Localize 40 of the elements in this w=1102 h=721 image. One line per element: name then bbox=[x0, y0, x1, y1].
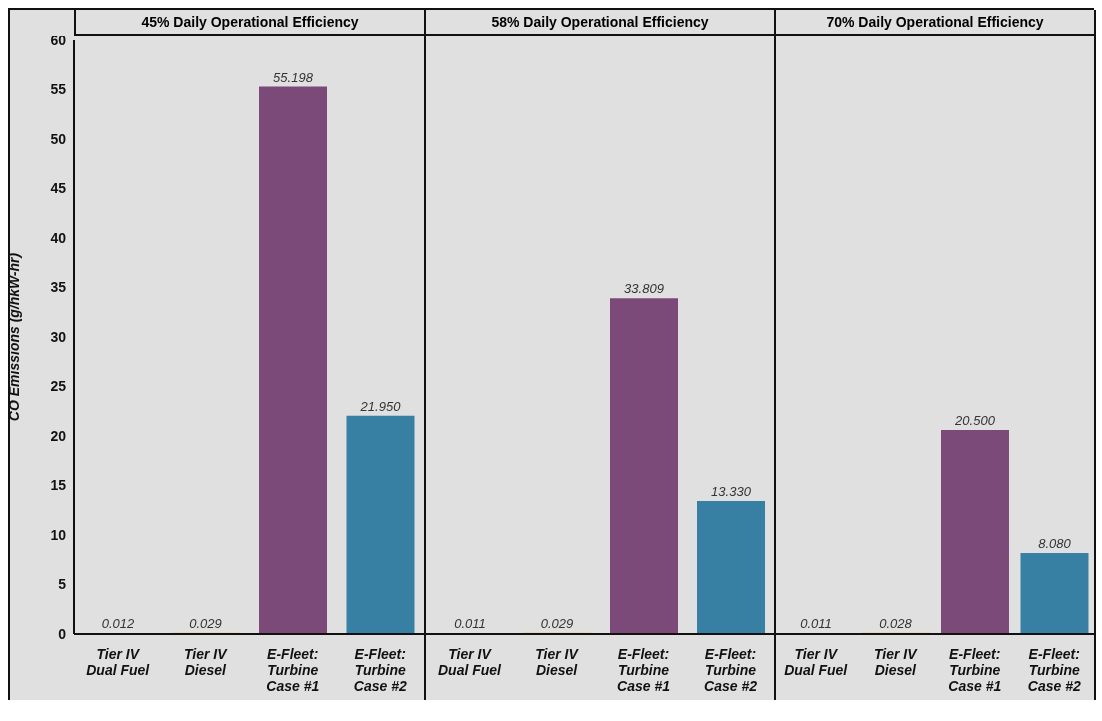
data-label: 13.330 bbox=[711, 484, 752, 500]
data-label: 0.011 bbox=[800, 615, 832, 631]
y-tick-label: 55 bbox=[50, 81, 67, 98]
data-label: 8.080 bbox=[1038, 536, 1072, 552]
y-tick-label: 50 bbox=[50, 130, 67, 147]
y-tick-label: 35 bbox=[50, 279, 67, 296]
chart-title: 70% Daily Operational Efficiency bbox=[776, 10, 1094, 36]
y-tick-label: 5 bbox=[58, 576, 67, 593]
data-label: 21.950 bbox=[359, 398, 402, 414]
chart-title: 45% Daily Operational Efficiency bbox=[74, 10, 424, 36]
x-tick-label: Tier IV Diesel bbox=[535, 646, 580, 678]
x-tick-label: Tier IV Dual Fuel bbox=[86, 646, 151, 678]
y-tick-label: 40 bbox=[50, 229, 67, 246]
y-tick-label: 0 bbox=[58, 625, 67, 642]
x-tick-label: Tier IV Dual Fuel bbox=[437, 646, 503, 678]
x-tick-label: Tier IV Dual Fuel bbox=[784, 646, 849, 678]
data-label: 0.012 bbox=[101, 615, 136, 631]
data-label: 0.028 bbox=[879, 615, 913, 631]
data-label: 0.011 bbox=[454, 615, 486, 631]
x-tick-label: Tier IV Diesel bbox=[873, 646, 919, 678]
x-tick-label: E-Fleet: Turbine Case #1 bbox=[266, 646, 320, 694]
x-tick-label: E-Fleet: Turbine Case #1 bbox=[617, 646, 671, 694]
y-tick-label: 15 bbox=[50, 477, 67, 494]
data-label: 0.029 bbox=[189, 615, 222, 631]
data-label: 55.198 bbox=[273, 69, 314, 85]
y-tick-label: 10 bbox=[50, 526, 67, 543]
x-tick-label: E-Fleet: Turbine Case #2 bbox=[704, 646, 758, 694]
x-tick-label: E-Fleet: Turbine Case #2 bbox=[1027, 646, 1081, 694]
data-label: 20.500 bbox=[954, 413, 996, 429]
chart-title: 58% Daily Operational Efficiency bbox=[426, 10, 774, 36]
data-label: 0.029 bbox=[540, 615, 574, 631]
y-tick-label: 45 bbox=[50, 180, 67, 197]
x-tick-label: E-Fleet: Turbine Case #1 bbox=[948, 646, 1002, 694]
y-tick-label: 20 bbox=[50, 427, 67, 444]
y-tick-label: 25 bbox=[50, 378, 67, 395]
x-tick-label: E-Fleet: Turbine Case #2 bbox=[353, 646, 407, 694]
y-tick-label: 60 bbox=[50, 31, 67, 48]
y-tick-label: 30 bbox=[50, 328, 67, 345]
x-tick-label: Tier IV Diesel bbox=[183, 646, 229, 678]
data-label: 33.809 bbox=[624, 281, 664, 297]
